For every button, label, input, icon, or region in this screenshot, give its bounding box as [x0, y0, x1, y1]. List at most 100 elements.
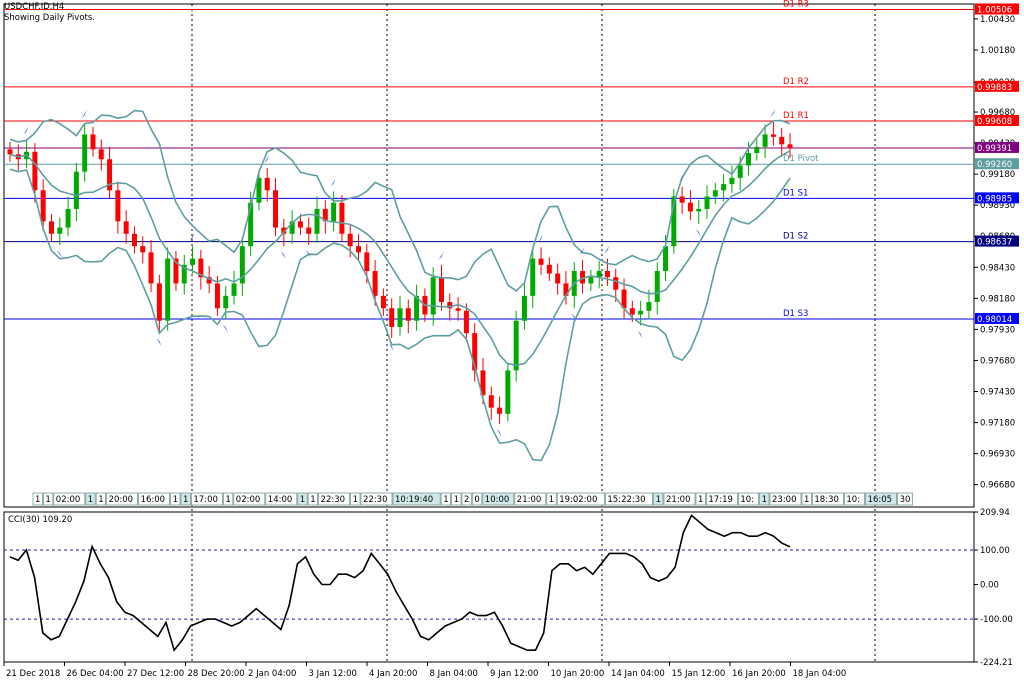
session-tag[interactable]: [85, 492, 96, 506]
session-tag[interactable]: [95, 492, 106, 506]
session-tag[interactable]: [265, 492, 298, 506]
cci-label: CCI(30) 109.20: [8, 515, 72, 525]
session-tag[interactable]: [461, 492, 472, 506]
candle-body: [729, 177, 735, 185]
session-tag[interactable]: [482, 492, 515, 506]
session-tag[interactable]: [556, 492, 605, 506]
session-tag[interactable]: [451, 492, 462, 506]
fractal-up-arrow: [23, 126, 29, 135]
price-tick-label: 0.96680: [980, 481, 1015, 491]
candle-body: [621, 289, 627, 309]
candle-body: [131, 233, 137, 247]
session-tag[interactable]: [897, 492, 913, 506]
pivot-name-label: D1 S3: [783, 309, 808, 319]
candle-body: [762, 134, 768, 147]
session-tag[interactable]: [307, 492, 319, 506]
session-tag[interactable]: [32, 492, 43, 506]
session-tag[interactable]: [605, 492, 654, 506]
session-tag[interactable]: [738, 492, 760, 506]
session-tag[interactable]: [440, 492, 452, 506]
pivot-price-tag: [975, 192, 1019, 204]
candle-body: [604, 271, 610, 278]
fractal-up-arrow: [264, 154, 270, 163]
time-tick-label: 10 Jan 20:00: [551, 669, 605, 679]
candle-body: [596, 271, 602, 278]
candle-body: [156, 283, 162, 321]
pivot-name-label: D1 Pivot: [783, 154, 819, 164]
candle-body: [115, 190, 121, 222]
session-tag[interactable]: [138, 492, 171, 506]
session-tag-label: 10:19:40: [395, 495, 433, 505]
candle-body: [173, 258, 179, 284]
candle-body: [588, 277, 594, 284]
price-tick-label: 0.99180: [980, 170, 1015, 180]
session-tag[interactable]: [190, 492, 223, 506]
session-tag-label: 1: [98, 495, 103, 505]
session-tag[interactable]: [170, 492, 181, 506]
session-tag-label: 10:00: [485, 495, 510, 505]
session-tag[interactable]: [53, 492, 86, 506]
session-tag[interactable]: [844, 492, 866, 506]
candle-body: [107, 159, 113, 191]
session-tag[interactable]: [801, 492, 812, 506]
fractal-up-arrow: [538, 234, 544, 243]
session-tag[interactable]: [180, 492, 191, 506]
session-tag[interactable]: [233, 492, 266, 506]
candle-body: [239, 246, 245, 284]
current-price-tag-label: 0.99391: [977, 144, 1012, 154]
session-tag[interactable]: [546, 492, 557, 506]
session-tag[interactable]: [812, 492, 844, 506]
session-tag[interactable]: [471, 492, 483, 506]
session-tag[interactable]: [360, 492, 393, 506]
session-tag[interactable]: [514, 492, 547, 506]
session-tag[interactable]: [706, 492, 738, 506]
candle-body: [513, 320, 519, 371]
session-tag[interactable]: [759, 492, 770, 506]
session-tag[interactable]: [43, 492, 54, 506]
candle-body: [306, 227, 312, 234]
candle-body: [770, 134, 776, 137]
candle-body: [447, 302, 453, 309]
candle-body: [190, 258, 196, 265]
candle-body: [140, 246, 146, 253]
session-tag-label: 1: [549, 495, 554, 505]
fractal-up-arrow: [679, 173, 685, 182]
session-tag[interactable]: [318, 492, 351, 506]
session-tag[interactable]: [350, 492, 361, 506]
candle-body: [663, 246, 669, 272]
session-tag-label: 16:05: [868, 495, 893, 505]
cci-tick-label: 100.00: [980, 546, 1010, 556]
session-tag[interactable]: [653, 492, 664, 506]
cci-tick-label: 209.94: [980, 508, 1010, 518]
fractal-down-arrow: [388, 343, 394, 352]
fractal-up-arrow: [579, 246, 585, 255]
session-tag[interactable]: [865, 492, 897, 506]
session-tag[interactable]: [106, 492, 138, 506]
candle-body: [629, 308, 635, 315]
bollinger-lower-band: [9, 168, 791, 462]
fractal-up-arrow: [189, 233, 195, 242]
session-tag[interactable]: [222, 492, 234, 506]
session-tag[interactable]: [392, 492, 441, 506]
candle-body: [787, 144, 793, 149]
candle-body: [364, 252, 370, 272]
session-tag[interactable]: [663, 492, 696, 506]
price-tick-label: 0.98180: [980, 294, 1015, 304]
fractal-up-arrow: [604, 245, 610, 254]
cci-tick-label: -100.00: [980, 615, 1013, 625]
candle-body: [380, 295, 386, 309]
session-tag[interactable]: [297, 492, 308, 506]
candle-body: [90, 134, 96, 150]
session-tag-label: 21:00: [666, 495, 691, 505]
session-tag-label: 1: [173, 495, 178, 505]
fractal-down-arrow: [56, 249, 62, 258]
session-tag-label: 1: [45, 495, 50, 505]
fractal-down-arrow: [571, 313, 577, 322]
cci-tick-label: 0.00: [980, 581, 999, 591]
candle-body: [264, 177, 270, 191]
session-tag[interactable]: [695, 492, 706, 506]
price-tick-label: 0.98430: [980, 263, 1015, 273]
candle-body: [356, 246, 361, 253]
session-tag[interactable]: [769, 492, 802, 506]
